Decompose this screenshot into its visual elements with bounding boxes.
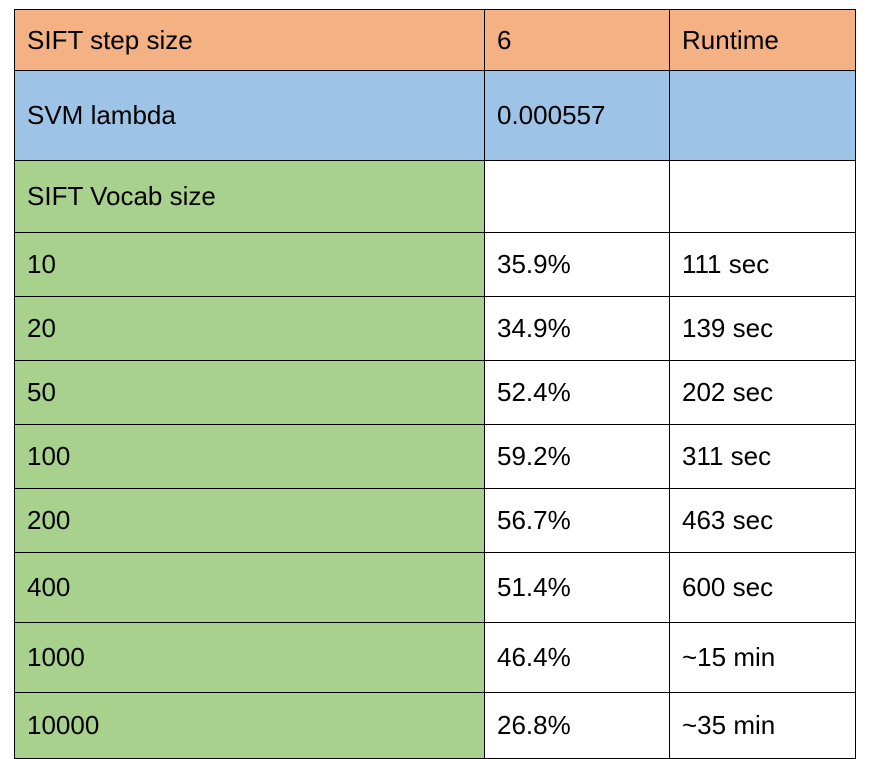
accuracy-cell: 59.2%	[484, 424, 670, 489]
table-row: 20 34.9% 139 sec	[14, 296, 856, 361]
table-row: 400 51.4% 600 sec	[14, 552, 856, 623]
vocab-size-cell: 200	[14, 488, 485, 553]
svm-lambda-row: SVM lambda 0.000557	[14, 70, 856, 161]
accuracy-cell: 46.4%	[484, 622, 670, 693]
step-size-row: SIFT step size 6 Runtime	[14, 9, 856, 71]
vocab-results-body: 10 35.9% 111 sec 20 34.9% 139 sec 50 52.4% 202 s…	[14, 232, 856, 759]
accuracy-cell: 26.8%	[484, 692, 670, 759]
runtime-cell: 311 sec	[669, 424, 856, 489]
runtime-cell: 202 sec	[669, 360, 856, 425]
vocab-size-cell: 10000	[14, 692, 485, 759]
vocab-size-runtime	[669, 160, 856, 233]
table-row: 100 59.2% 311 sec	[14, 424, 856, 489]
runtime-cell: ~15 min	[669, 622, 856, 693]
runtime-cell: ~35 min	[669, 692, 856, 759]
table-row: 10 35.9% 111 sec	[14, 232, 856, 297]
results-table: SIFT step size 6 Runtime SVM lambda 0.00…	[14, 9, 856, 759]
runtime-cell: 111 sec	[669, 232, 856, 297]
vocab-size-value	[484, 160, 670, 233]
vocab-size-header-row: SIFT Vocab size	[14, 160, 856, 233]
accuracy-cell: 52.4%	[484, 360, 670, 425]
vocab-size-cell: 400	[14, 552, 485, 623]
accuracy-cell: 34.9%	[484, 296, 670, 361]
table-row: 200 56.7% 463 sec	[14, 488, 856, 553]
accuracy-cell: 51.4%	[484, 552, 670, 623]
step-size-value: 6	[484, 9, 670, 71]
svm-lambda-runtime	[669, 70, 856, 161]
table-row: 1000 46.4% ~15 min	[14, 622, 856, 693]
step-size-label: SIFT step size	[14, 9, 485, 71]
runtime-cell: 139 sec	[669, 296, 856, 361]
accuracy-cell: 56.7%	[484, 488, 670, 553]
vocab-size-cell: 20	[14, 296, 485, 361]
svm-lambda-value: 0.000557	[484, 70, 670, 161]
vocab-size-cell: 1000	[14, 622, 485, 693]
accuracy-cell: 35.9%	[484, 232, 670, 297]
table-row: 10000 26.8% ~35 min	[14, 692, 856, 759]
table-row: 50 52.4% 202 sec	[14, 360, 856, 425]
svm-lambda-label: SVM lambda	[14, 70, 485, 161]
runtime-cell: 463 sec	[669, 488, 856, 553]
runtime-header: Runtime	[669, 9, 856, 71]
runtime-cell: 600 sec	[669, 552, 856, 623]
vocab-size-label: SIFT Vocab size	[14, 160, 485, 233]
vocab-size-cell: 50	[14, 360, 485, 425]
vocab-size-cell: 10	[14, 232, 485, 297]
vocab-size-cell: 100	[14, 424, 485, 489]
